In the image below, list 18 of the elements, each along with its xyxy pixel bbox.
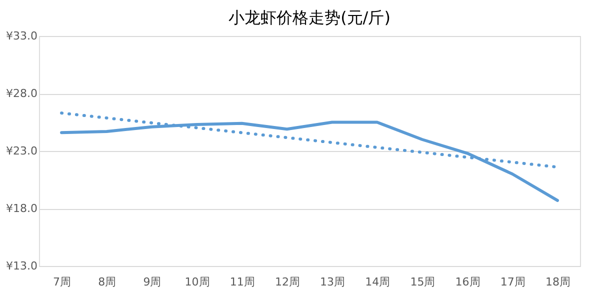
- x-tick-label: 18周: [545, 276, 570, 288]
- x-tick-label: 9周: [143, 276, 162, 288]
- x-tick-label: 15周: [410, 276, 436, 288]
- x-tick-label: 12周: [274, 276, 300, 288]
- x-tick-label: 14周: [365, 276, 390, 288]
- x-tick-label: 7周: [53, 276, 72, 288]
- x-tick-label: 8周: [98, 276, 116, 288]
- y-tick-label: ¥18.0: [6, 202, 38, 215]
- y-tick-label: ¥23.0: [6, 144, 38, 158]
- x-tick-label: 11周: [230, 276, 255, 288]
- x-tick-label: 10周: [184, 276, 210, 288]
- y-tick-label: ¥13.0: [6, 260, 38, 272]
- y-tick-label: ¥28.0: [6, 87, 38, 100]
- y-tick-label: ¥33.0: [6, 30, 38, 42]
- x-tick-label: 16周: [455, 276, 480, 288]
- chart-title: 小龙虾价格走势(元/斤): [228, 8, 390, 27]
- x-tick-label: 17周: [500, 276, 526, 288]
- x-tick-label: 13周: [320, 276, 346, 288]
